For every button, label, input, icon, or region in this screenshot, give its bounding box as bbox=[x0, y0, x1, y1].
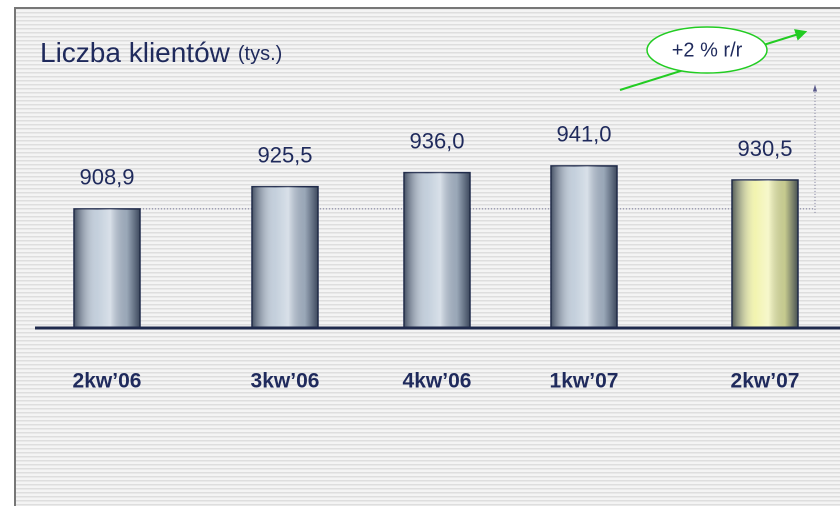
value-label: 925,5 bbox=[257, 142, 312, 167]
annotation-bubble bbox=[646, 26, 768, 74]
value-label: 941,0 bbox=[556, 122, 611, 147]
value-label: 936,0 bbox=[409, 128, 464, 153]
plot: 2kw’06 908,9 3kw’06 925,5 4kw’06 936,0 1kw’07 9… bbox=[73, 84, 818, 393]
x-tick-label: 2kw’06 bbox=[73, 370, 142, 393]
chart-title: Liczba klientów (tys.) bbox=[40, 37, 282, 68]
bar-shade bbox=[732, 179, 798, 328]
x-tick-label: 3kw’06 bbox=[251, 370, 320, 393]
bar-shade bbox=[74, 208, 140, 328]
subtitle: (tys.) bbox=[238, 43, 282, 65]
x-tick-label: 4kw’06 bbox=[403, 370, 472, 393]
title: Liczba klientów bbox=[40, 37, 231, 68]
value-label: 908,9 bbox=[79, 165, 134, 190]
value-label: 930,5 bbox=[737, 136, 792, 161]
annotation: +2 % r/r bbox=[672, 39, 743, 61]
bar-shade bbox=[551, 165, 617, 328]
x-tick-label: 2kw’07 bbox=[731, 370, 800, 393]
bar-shade bbox=[404, 172, 470, 328]
bar-shade bbox=[252, 186, 318, 328]
x-tick-label: 1kw’07 bbox=[550, 370, 619, 393]
